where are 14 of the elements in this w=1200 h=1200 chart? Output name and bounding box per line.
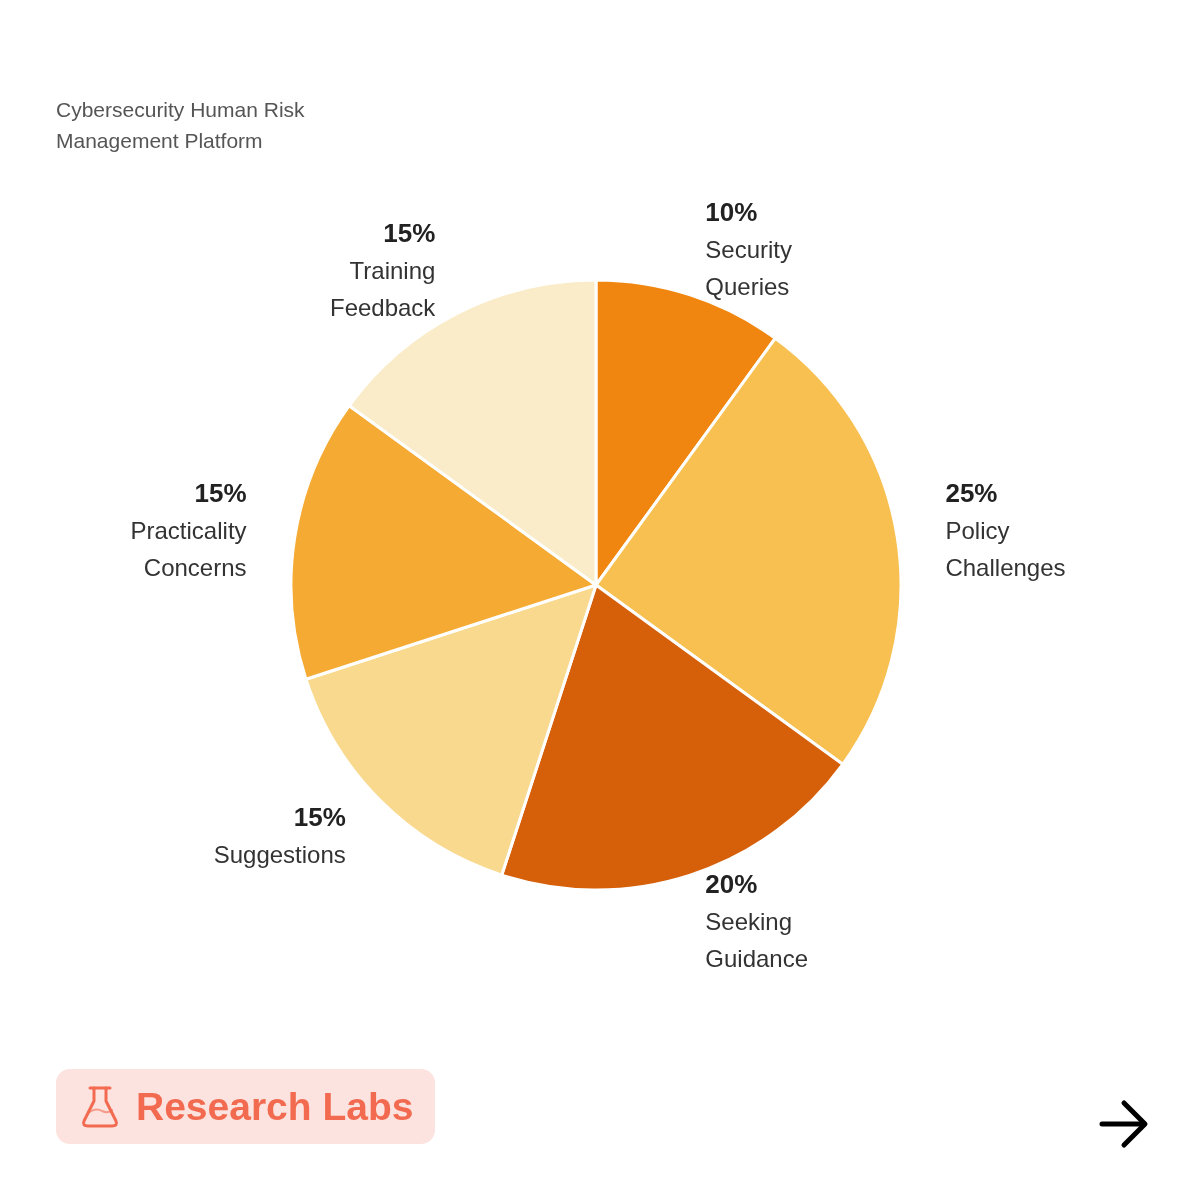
data-label: 15% — [383, 217, 436, 248]
slice-label: Seeking Guidance — [705, 907, 809, 972]
data-label: 25% — [945, 477, 998, 508]
slice-label: Security Queries — [705, 235, 793, 300]
slice-label: Practicality Concerns — [130, 516, 247, 581]
data-label: 20% — [705, 869, 758, 900]
slice-label: Policy Challenges — [945, 516, 1066, 581]
slice-label: Suggestions — [213, 840, 346, 868]
slice-label: Training Feedback — [329, 256, 437, 321]
data-label: 15% — [194, 477, 247, 508]
tag-badge: Research Labs — [56, 1069, 436, 1144]
chart-subtitle: Cybersecurity Human Risk Management Platform — [56, 97, 306, 154]
data-label: 15% — [293, 801, 346, 832]
data-label: 10% — [705, 196, 758, 227]
